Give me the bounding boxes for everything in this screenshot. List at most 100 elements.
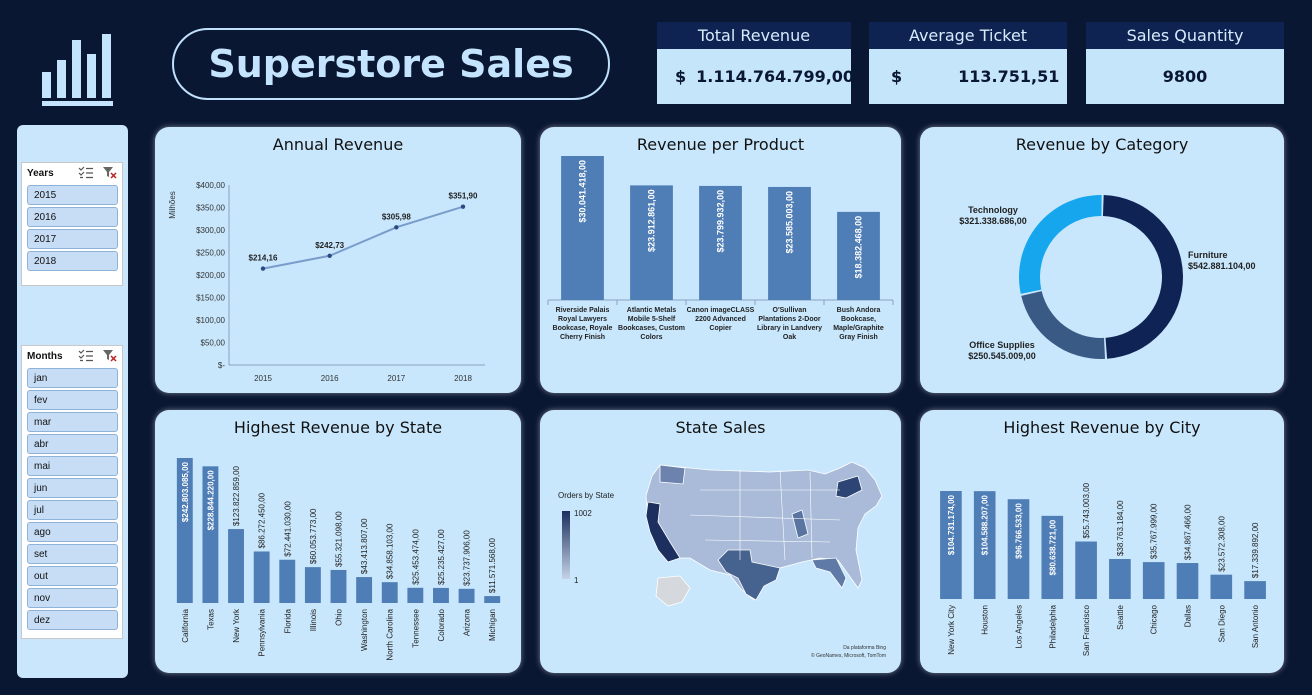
bar[interactable] bbox=[1142, 562, 1165, 599]
kpi-label: Average Ticket bbox=[869, 22, 1067, 49]
donut-slice-office-supplies[interactable] bbox=[1021, 291, 1106, 359]
bar[interactable] bbox=[228, 529, 244, 603]
y-tick-label: $200,00 bbox=[196, 271, 225, 280]
bar[interactable] bbox=[1244, 581, 1266, 599]
bar[interactable] bbox=[304, 567, 321, 603]
data-point[interactable] bbox=[327, 253, 332, 258]
slicer-item-ago[interactable]: ago bbox=[27, 522, 118, 542]
bar[interactable] bbox=[940, 491, 962, 599]
bar[interactable] bbox=[699, 185, 742, 300]
alaska-shape bbox=[655, 575, 691, 607]
bar[interactable] bbox=[433, 587, 449, 603]
category-label: O'Sullivan bbox=[773, 307, 807, 314]
kpi-label: Total Revenue bbox=[657, 22, 851, 49]
data-label: $86.272.450,00 bbox=[258, 492, 267, 548]
bar[interactable] bbox=[837, 211, 880, 300]
slicer-item-dez[interactable]: dez bbox=[27, 610, 118, 630]
donut-slice-furniture[interactable] bbox=[1102, 195, 1183, 359]
data-label: $43.413.807,00 bbox=[360, 518, 369, 574]
slicer-item-2015[interactable]: 2015 bbox=[27, 185, 118, 205]
category-label: Plantations 2-Door bbox=[758, 316, 821, 323]
slicer-item-nov[interactable]: nov bbox=[27, 588, 118, 608]
multi-select-icon[interactable] bbox=[78, 349, 94, 362]
pacific-northwest-shape bbox=[659, 464, 686, 485]
clear-filter-icon[interactable] bbox=[102, 166, 117, 179]
slicer-item-jun[interactable]: jun bbox=[27, 478, 118, 498]
category-label: Arizona bbox=[463, 608, 472, 636]
slicer-item-2018[interactable]: 2018 bbox=[27, 251, 118, 271]
florida-shape bbox=[811, 557, 847, 589]
bar[interactable] bbox=[1007, 499, 1030, 599]
bar[interactable] bbox=[381, 582, 398, 603]
y-tick-label: $100,00 bbox=[196, 316, 225, 325]
bar[interactable] bbox=[279, 559, 296, 603]
category-label: San Francisco bbox=[1082, 604, 1091, 656]
bar-chart-logo-icon bbox=[42, 34, 113, 106]
slicer-item-fev[interactable]: fev bbox=[27, 390, 118, 410]
kpi-value: 9800 bbox=[1162, 67, 1208, 86]
revenue-by-category-card: Revenue by Category Furniture $542.881.10… bbox=[920, 127, 1284, 393]
slicer-item-abr[interactable]: abr bbox=[27, 434, 118, 454]
bar[interactable] bbox=[973, 491, 996, 599]
bar[interactable] bbox=[1176, 563, 1199, 599]
texas-shape bbox=[717, 549, 781, 601]
bar[interactable] bbox=[407, 587, 424, 603]
kpi-total-revenue: Total Revenue $ 1.114.764.799,00 bbox=[657, 22, 854, 104]
category-label: Mobile 5-Shelf bbox=[628, 316, 676, 323]
category-label: San Antonio bbox=[1251, 604, 1260, 648]
chart-title: Highest Revenue by State bbox=[233, 418, 443, 437]
data-point[interactable] bbox=[394, 225, 399, 230]
bar[interactable] bbox=[1109, 559, 1131, 599]
bar[interactable] bbox=[768, 186, 811, 300]
data-label: $30.041.418,00 bbox=[578, 160, 588, 223]
bar[interactable] bbox=[176, 458, 193, 603]
bar[interactable] bbox=[253, 551, 270, 603]
data-label: $305,98 bbox=[382, 212, 411, 221]
bar[interactable] bbox=[1041, 515, 1064, 599]
slicer-item-2016[interactable]: 2016 bbox=[27, 207, 118, 227]
slicer-item-jul[interactable]: jul bbox=[27, 500, 118, 520]
multi-select-icon[interactable] bbox=[78, 166, 94, 179]
bar[interactable] bbox=[1075, 541, 1097, 599]
bar[interactable] bbox=[630, 185, 673, 300]
slicer-item-mar[interactable]: mar bbox=[27, 412, 118, 432]
category-label: Florida bbox=[283, 608, 292, 633]
data-label: $35.767.999,00 bbox=[1150, 503, 1159, 559]
series-line bbox=[262, 205, 464, 270]
slicer-item-jan[interactable]: jan bbox=[27, 368, 118, 388]
category-label: Dallas bbox=[1184, 605, 1193, 627]
data-point[interactable] bbox=[260, 266, 266, 271]
state-sales-map[interactable]: Orders by State 1002 1 Da plataforma Bin… bbox=[540, 410, 901, 673]
slicer-item-out[interactable]: out bbox=[27, 566, 118, 586]
slicer-item-set[interactable]: set bbox=[27, 544, 118, 564]
category-label: Pennsylvania bbox=[258, 608, 267, 656]
data-label: $23.912.861,00 bbox=[647, 189, 657, 252]
midwest-shape bbox=[791, 509, 809, 539]
bar[interactable] bbox=[458, 588, 475, 603]
bar[interactable] bbox=[202, 466, 219, 603]
new-york-shape bbox=[835, 475, 863, 499]
bar[interactable] bbox=[330, 569, 347, 603]
bar[interactable] bbox=[356, 577, 373, 603]
data-label: $11.571.568,00 bbox=[488, 538, 497, 594]
clear-filter-icon[interactable] bbox=[102, 349, 117, 362]
data-label: $242.803.085,00 bbox=[181, 461, 190, 522]
data-label: $104.588.207,00 bbox=[981, 495, 990, 556]
x-tick-label: 2018 bbox=[454, 374, 472, 383]
category-label: California bbox=[181, 608, 190, 642]
highest-revenue-by-city-card: Highest Revenue by City $104.731.174,00 N… bbox=[920, 410, 1284, 673]
category-label: Houston bbox=[981, 605, 990, 635]
revenue-per-product-card: Revenue per Product $30.041.418,00 Rivers… bbox=[540, 127, 901, 393]
donut-slice-technology[interactable] bbox=[1019, 195, 1102, 294]
bar[interactable] bbox=[561, 156, 604, 300]
bar[interactable] bbox=[1210, 574, 1233, 599]
kpi-sales-quantity: Sales Quantity 9800 bbox=[1086, 22, 1284, 104]
category-label: Colorado bbox=[437, 608, 446, 641]
months-slicer: Months jan fev mar abr mai jun jul ago set out nov… bbox=[21, 345, 123, 639]
kpi-label: Sales Quantity bbox=[1086, 22, 1284, 49]
slicer-item-2017[interactable]: 2017 bbox=[27, 229, 118, 249]
data-label: $38.763.184,00 bbox=[1116, 500, 1125, 556]
data-point[interactable] bbox=[460, 204, 466, 209]
slicer-item-mai[interactable]: mai bbox=[27, 456, 118, 476]
bar[interactable] bbox=[484, 596, 501, 603]
